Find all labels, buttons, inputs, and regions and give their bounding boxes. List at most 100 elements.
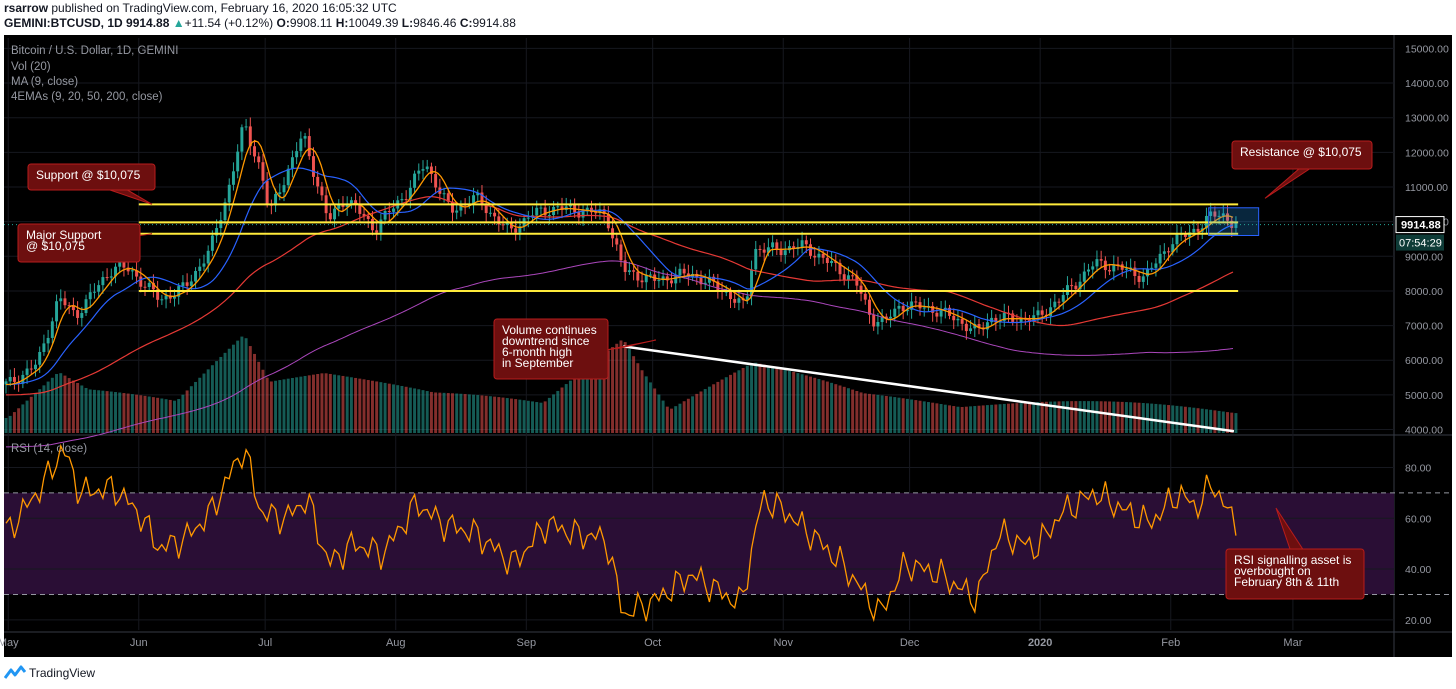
candle-body[interactable] [1154, 263, 1158, 268]
candle-body[interactable] [699, 276, 703, 285]
candle-body[interactable] [825, 257, 829, 264]
candle-body[interactable] [661, 276, 665, 281]
candle-body[interactable] [602, 209, 606, 215]
candle-body[interactable] [1040, 310, 1044, 315]
candle-body[interactable] [868, 299, 871, 315]
candle-body[interactable] [568, 204, 572, 207]
candle-body[interactable] [421, 169, 425, 171]
candle-body[interactable] [1192, 228, 1196, 233]
candle-body[interactable] [648, 274, 652, 276]
candle-body[interactable] [290, 157, 294, 169]
candle-body[interactable] [320, 186, 324, 196]
candle-body[interactable] [914, 301, 918, 303]
candle-body[interactable] [189, 281, 193, 286]
candle-body[interactable] [640, 280, 644, 283]
candle-body[interactable] [985, 322, 989, 330]
candle-body[interactable] [244, 126, 248, 128]
candle-body[interactable] [257, 156, 261, 163]
candle-body[interactable] [1108, 270, 1112, 272]
candle-body[interactable] [1209, 211, 1213, 216]
candle-body[interactable] [135, 270, 139, 277]
candle-body[interactable] [84, 299, 88, 314]
candle-body[interactable] [775, 242, 779, 249]
candle-body[interactable] [328, 213, 332, 220]
candle-body[interactable] [25, 368, 29, 375]
candle-body[interactable] [1162, 251, 1166, 254]
candle-body[interactable] [922, 307, 926, 309]
candle-body[interactable] [817, 253, 821, 258]
candle-body[interactable] [931, 305, 935, 313]
candle-body[interactable] [425, 166, 429, 170]
candle-body[interactable] [1078, 281, 1082, 290]
candle-body[interactable] [4, 381, 8, 385]
candle-body[interactable] [779, 248, 783, 256]
candle-body[interactable] [754, 248, 758, 270]
candle-body[interactable] [859, 285, 863, 294]
candle-body[interactable] [105, 277, 109, 279]
candle-body[interactable] [703, 282, 707, 285]
candle-body[interactable] [918, 302, 922, 309]
candle-body[interactable] [312, 156, 315, 177]
candle-body[interactable] [804, 240, 808, 245]
candle-body[interactable] [1011, 313, 1015, 322]
candle-body[interactable] [198, 266, 202, 271]
candle-body[interactable] [846, 275, 850, 280]
candle-body[interactable] [299, 138, 303, 152]
candle-body[interactable] [114, 266, 117, 277]
candle-body[interactable] [202, 263, 206, 267]
candle-body[interactable] [990, 317, 994, 323]
candle-body[interactable] [581, 211, 585, 218]
candle-body[interactable] [29, 368, 33, 370]
symbol-label[interactable]: GEMINI:BTCUSD, 1D [4, 16, 123, 30]
candle-body[interactable] [59, 298, 63, 302]
candle-body[interactable] [404, 199, 408, 201]
candle-body[interactable] [716, 281, 720, 291]
volume-trendline[interactable] [623, 345, 1235, 433]
candle-body[interactable] [451, 201, 454, 213]
candle-body[interactable] [893, 308, 897, 317]
candle-body[interactable] [729, 291, 732, 300]
candle-body[interactable] [1171, 244, 1175, 253]
candle-body[interactable] [535, 207, 539, 216]
candle-body[interactable] [935, 312, 939, 317]
candle-body[interactable] [1196, 228, 1200, 232]
candle-body[interactable] [514, 228, 518, 233]
candle-body[interactable] [1175, 233, 1179, 245]
candle-body[interactable] [783, 250, 787, 256]
candle-body[interactable] [185, 282, 189, 286]
candle-body[interactable] [358, 204, 362, 214]
candle-body[interactable] [863, 293, 867, 300]
candle-body[interactable] [55, 301, 59, 322]
candle-body[interactable] [606, 214, 610, 229]
candle-body[interactable] [880, 316, 884, 323]
candle-body[interactable] [792, 246, 796, 250]
major-support-annotation[interactable]: Major Support@ $10,075 [17, 223, 153, 263]
candle-body[interactable] [38, 351, 42, 365]
candle-body[interactable] [1150, 267, 1154, 270]
candle-body[interactable] [1091, 266, 1095, 270]
candle-body[interactable] [168, 295, 172, 299]
candle-body[interactable] [750, 269, 754, 297]
candle-body[interactable] [1019, 317, 1023, 323]
candle-body[interactable] [194, 270, 198, 282]
candle-body[interactable] [897, 305, 901, 309]
support-annotation[interactable]: Support @ $10,075 [27, 163, 156, 205]
candle-body[interactable] [349, 200, 353, 205]
candle-body[interactable] [413, 173, 417, 188]
candle-body[interactable] [286, 168, 290, 186]
candle-body[interactable] [253, 146, 256, 157]
candle-body[interactable] [147, 282, 151, 288]
candle-body[interactable] [12, 377, 16, 382]
candle-body[interactable] [1049, 307, 1053, 317]
candle-body[interactable] [952, 315, 956, 321]
candle-body[interactable] [366, 215, 370, 219]
candle-body[interactable] [1002, 312, 1006, 321]
candle-body[interactable] [1124, 268, 1128, 270]
candle-body[interactable] [973, 324, 977, 329]
candle-body[interactable] [8, 377, 12, 382]
candle-body[interactable] [674, 275, 678, 284]
candle-body[interactable] [665, 276, 669, 281]
candle-body[interactable] [615, 238, 619, 245]
candle-body[interactable] [151, 282, 155, 290]
